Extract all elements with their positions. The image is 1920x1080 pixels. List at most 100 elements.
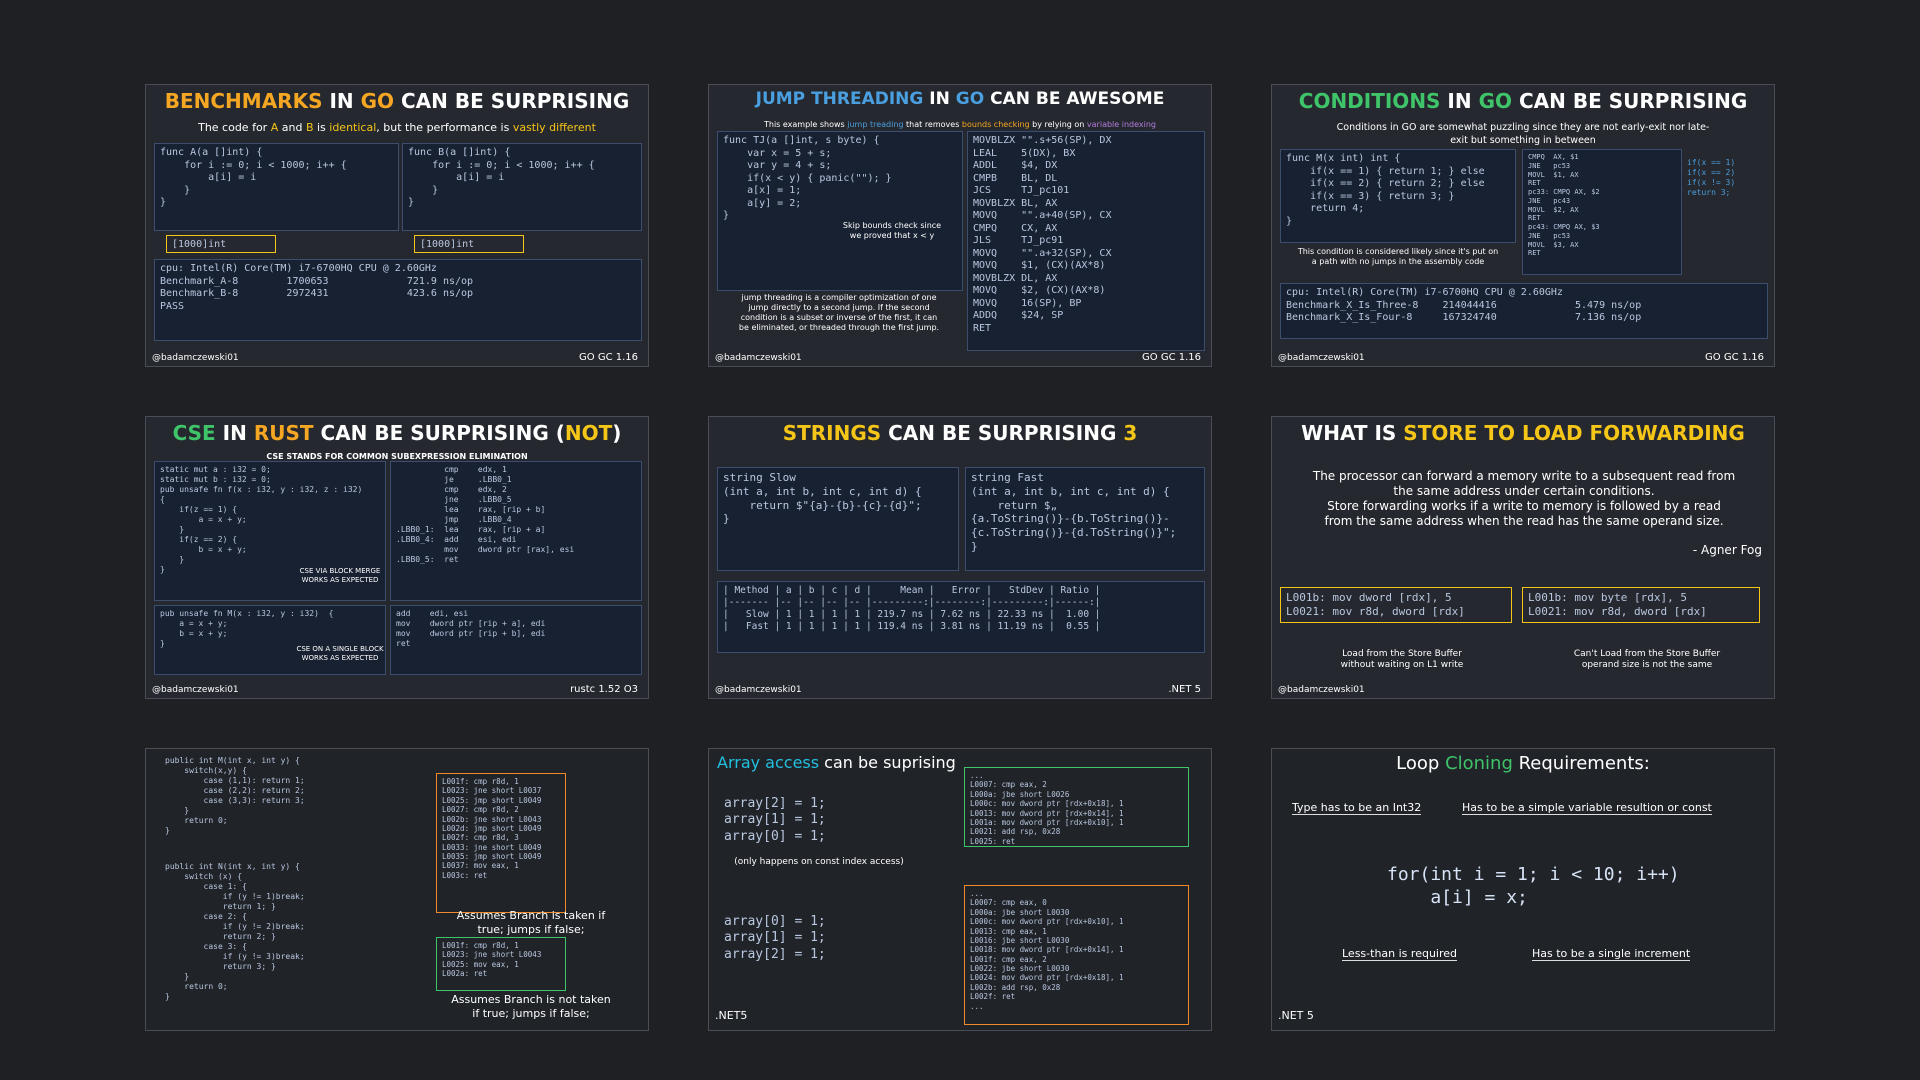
text-line: without waiting on L1 write [1340, 660, 1464, 671]
text-line: | Method | a | b | c | d | Mean | Error … [723, 585, 1101, 596]
text-line: array[1] = 1; [724, 930, 826, 946]
text-line: MOVQ 16(SP), BP [973, 297, 1082, 309]
text-line: jmp .LBB0_4 [396, 515, 512, 524]
text-line: var y = 4 + s; [723, 160, 832, 171]
text-line: L0013: cmp eax, 1 [970, 926, 1047, 936]
title-segment: IN [1440, 89, 1479, 113]
text-line: MOVBLZX DL, AX [973, 272, 1058, 284]
text-line: if (y != 3)break; [165, 952, 305, 961]
text-line: ... [970, 846, 1183, 847]
text-line: WORKS AS EXPECTED [301, 653, 379, 662]
text-line: MOVQ "".a+32(SP), CX [973, 247, 1112, 259]
note-panel: Type has to be an Int32 [1292, 801, 1422, 815]
text-line: CMPQ AX, $1 [1528, 153, 1579, 161]
plain-panel: for(int i = 1; i < 10; i++) a[i] = x; [1382, 861, 1702, 915]
text-line: cmp edx, 1 [396, 465, 507, 474]
text-line: if(x == 1) { return 1; } else [1286, 165, 1485, 177]
card: CONDITIONS IN GO CAN BE SURPRISING Condit… [1271, 84, 1775, 367]
title-segment: Array access [717, 753, 820, 772]
card-subtitle: The code for A and B is identical, but t… [176, 121, 618, 134]
text-line: Store forwarding works if a write to mem… [1327, 499, 1721, 513]
text-line: L0007: cmp eax, 0 [970, 898, 1047, 908]
text-line: RET [1528, 214, 1541, 223]
card-title: Loop Cloning Requirements: [1272, 753, 1774, 774]
text-line: return $"{a}-{b}-{c}-{d}"; [723, 498, 922, 512]
title-segment: CONDITIONS [1298, 89, 1441, 113]
text-line: case (1,1): return 1; [165, 776, 305, 785]
code-panel: pub unsafe fn M(x : i32, y : i32) { a = … [154, 605, 386, 675]
text-line: b = x + y; [160, 629, 228, 638]
card: JUMP THREADING IN GO CAN BE AWESOME This … [708, 84, 1212, 367]
text-line: } [165, 806, 190, 815]
note-panel: (only happens on const index access) [719, 857, 919, 871]
card-title: CSE IN RUST CAN BE SURPRISING (NOT) [146, 421, 648, 445]
text-line: a[x] = 1; [723, 185, 802, 196]
text-line: - Agner Fog [1692, 543, 1762, 557]
text-line: Benchmark_B-8 2972431 423.6 ns/op [160, 288, 474, 299]
text-line: L002f: ret [970, 992, 1016, 1002]
text-line: CSE VIA BLOCK MERGE [299, 567, 381, 575]
text-line: [1000]int [172, 239, 227, 250]
text-line: Benchmark_X_Is_Four-8 167324740 7.136 ns… [1286, 312, 1642, 323]
card: CSE IN RUST CAN BE SURPRISING (NOT) CSE S… [145, 416, 649, 699]
title-segment: GO [955, 89, 985, 109]
code-panel: cmp edx, 1 je .LBB0_1 cmp edx, 2 jne .LB… [390, 461, 642, 601]
text-line: public int M(int x, int y) { [165, 756, 300, 765]
text-line: b = x + y; [160, 545, 247, 554]
text-line: return 3; } [165, 962, 276, 971]
title-segment: 3 [1123, 421, 1138, 445]
text-line: a path with no jumps in the assembly cod… [1311, 257, 1485, 266]
text-line: case 2: { [165, 912, 247, 921]
text-line: mov dword ptr [rip + b], edi [396, 629, 546, 638]
text-line: Type has to be an Int32 [1292, 801, 1422, 814]
title-segment: IN [322, 89, 361, 113]
text-line: } [160, 197, 167, 208]
text-line: jump threading is a compiler optimizatio… [741, 293, 937, 302]
title-segment: NOT [564, 421, 613, 445]
text-line: mov dword ptr [rip + a], edi [396, 619, 546, 628]
text-line: L002d: jmp short L0049 [442, 823, 542, 833]
text-line: L0023: jne short L0037 [442, 786, 542, 796]
text-line: The processor can forward a memory write… [1312, 469, 1736, 483]
text-line: CMPB BL, DL [973, 172, 1058, 184]
text-line: L000a: jbe short L0030 [970, 907, 1070, 917]
subtitle-segment: jump treading [847, 120, 904, 129]
plain-panel: if(x == 1) if(x == 2) if(x != 3) return 3; [1682, 155, 1768, 215]
subtitle-segment: variable indexing [1086, 120, 1156, 129]
note-panel: Assumes Branch is taken if true; jumps if… [436, 909, 626, 937]
text-line: MOVBLZX "".s+56(SP), DX [973, 135, 1112, 146]
subtitle-segment: Conditions in GO are somewhat puzzling s… [1336, 122, 1710, 146]
text-line: a = x + y; [160, 619, 228, 628]
text-line: func A(a []int) { [160, 147, 263, 158]
text-line: ADDQ $24, SP [973, 310, 1064, 321]
text-line: } [160, 555, 185, 564]
text-line: func M(x int) int { [1286, 153, 1401, 164]
text-line: L001b: mov byte [rdx], 5 [1528, 591, 1687, 604]
code-panel: MOVBLZX "".s+56(SP), DX LEAL 5(DX), BX ADD… [967, 131, 1205, 351]
card-title: CONDITIONS IN GO CAN BE SURPRISING [1272, 89, 1774, 113]
text-line: pc33: CMPQ AX, $2 [1528, 188, 1600, 196]
text-line: jne .LBB0_5 [396, 495, 512, 504]
text-line: L002a: ret [442, 969, 488, 979]
title-segment: BENCHMARKS [164, 89, 323, 113]
green-panel: ... L0007: cmp eax, 2 L000a: jbe short L00… [964, 767, 1189, 847]
note-panel: Assumes Branch is not taken if true; jump… [436, 993, 626, 1021]
code-panel: func A(a []int) { for i := 0; i < 1000; … [154, 143, 399, 231]
text-line: if (y != 2)break; [165, 922, 305, 931]
text-line: .LBB0_5: ret [396, 555, 459, 564]
text-line: if(z == 1) { [160, 505, 238, 514]
text-line: Has to be a simple variable resultion or… [1462, 801, 1712, 814]
note-panel: Load from the Store Buffer without waitin… [1332, 649, 1472, 675]
text-line: array[2] = 1; [724, 946, 826, 962]
text-line: case (3,3): return 3; [165, 796, 305, 805]
text-line: ADDL $4, DX [973, 160, 1058, 171]
box-panel: L001b: mov dword [rdx], 5 L0021: mov r8d,… [1280, 587, 1512, 623]
text-line: from the same address when the read has … [1324, 514, 1724, 528]
text-line: L001b: mov dword [rdx], 5 [1286, 591, 1452, 604]
text-line: return 0; [165, 982, 228, 991]
text-line: L0025: mov eax, 1 [442, 959, 519, 969]
note-panel: Has to be a simple variable resultion or… [1462, 801, 1712, 815]
text-line: Benchmark_X_Is_Three-8 214044416 5.479 n… [1286, 299, 1642, 311]
text-line: for i := 0; i < 1000; i++ { [160, 159, 347, 171]
text-line: L001f: cmp eax, 2 [970, 954, 1047, 964]
